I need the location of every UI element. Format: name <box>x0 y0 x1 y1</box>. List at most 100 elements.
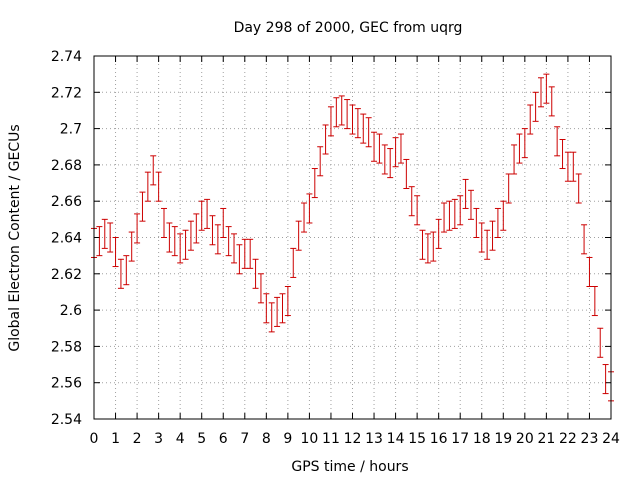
data-point <box>511 144 518 175</box>
data-point <box>284 286 291 317</box>
data-point <box>306 193 313 224</box>
data-point <box>424 233 431 264</box>
data-point <box>268 302 275 333</box>
data-point <box>112 237 119 268</box>
y-tick-label: 2.7 <box>60 122 82 138</box>
data-point <box>349 104 356 135</box>
data-point <box>214 224 221 255</box>
data-point <box>419 229 426 260</box>
y-tick-label: 2.6 <box>60 303 82 319</box>
data-point <box>257 273 264 304</box>
x-tick-label: 10 <box>301 431 319 447</box>
data-point <box>274 296 281 327</box>
data-point <box>354 108 361 139</box>
data-point <box>516 133 523 164</box>
data-point <box>177 233 184 264</box>
data-point <box>392 137 399 168</box>
data-point <box>586 256 593 288</box>
data-point <box>548 86 555 117</box>
data-point <box>387 148 394 179</box>
data-point <box>139 191 146 222</box>
data-point <box>457 195 464 226</box>
y-tick-labels: 2.54 2.56 2.58 2.6 2.62 2.64 2.66 2.68 2.7 2.72 2.… <box>51 49 82 428</box>
data-point <box>462 178 469 209</box>
data-point <box>225 226 232 257</box>
data-point <box>446 200 453 231</box>
data-point <box>338 95 345 126</box>
x-tick-label: 13 <box>365 431 383 447</box>
y-tick-label: 2.56 <box>51 376 82 392</box>
x-tick-label: 8 <box>262 431 271 447</box>
data-point <box>193 213 200 244</box>
y-axis-label: Global Electron Content / GECUs <box>7 124 23 351</box>
data-point <box>521 128 528 159</box>
data-point <box>344 99 351 130</box>
x-tick-label: 17 <box>451 431 469 447</box>
x-tick-label: 20 <box>516 431 534 447</box>
data-point <box>96 226 103 257</box>
y-tick-label: 2.64 <box>51 231 82 247</box>
data-point <box>360 113 367 144</box>
data-point <box>107 222 114 253</box>
data-point <box>381 144 388 175</box>
data-point <box>187 220 194 251</box>
data-point <box>564 151 571 182</box>
plot-frame <box>93 55 612 420</box>
data-point <box>559 138 566 170</box>
data-point <box>252 258 259 289</box>
x-tick-label: 9 <box>283 431 292 447</box>
data-point <box>602 364 609 395</box>
data-point <box>430 231 437 262</box>
data-point <box>301 202 308 233</box>
data-point <box>231 233 238 264</box>
data-point <box>376 133 383 164</box>
x-tick-label: 18 <box>473 431 491 447</box>
data-point <box>144 171 151 202</box>
data-point <box>327 106 334 137</box>
data-point <box>473 207 480 238</box>
x-tick-label: 21 <box>537 431 555 447</box>
data-point <box>241 238 248 269</box>
data-point <box>209 215 216 246</box>
x-tick-label: 16 <box>430 431 448 447</box>
data-point <box>414 195 421 226</box>
data-point <box>397 133 404 164</box>
data-point <box>543 73 550 104</box>
data-point <box>494 207 501 238</box>
x-tick-label: 12 <box>344 431 362 447</box>
data-point <box>279 293 286 324</box>
grid-lines <box>94 56 611 419</box>
data-point <box>500 200 507 231</box>
x-tick-label: 19 <box>494 431 512 447</box>
y-tick-label: 2.54 <box>51 412 82 428</box>
y-tick-label: 2.68 <box>51 158 82 174</box>
data-point <box>575 173 582 204</box>
y-tick-label: 2.58 <box>51 339 82 355</box>
data-point <box>128 231 135 262</box>
data-point <box>484 229 491 260</box>
data-point <box>263 293 270 324</box>
data-point <box>134 213 141 244</box>
x-tick-label: 6 <box>219 431 228 447</box>
data-point <box>467 189 474 220</box>
chart-title: Day 298 of 2000, GEC from uqrg <box>234 20 463 36</box>
data-point <box>441 202 448 233</box>
data-point <box>403 158 410 189</box>
x-tick-label: 22 <box>559 431 577 447</box>
data-point <box>570 151 577 182</box>
data-point <box>311 168 318 199</box>
data-point <box>451 198 458 229</box>
data-point <box>408 186 415 217</box>
data-point <box>182 229 189 260</box>
data-point <box>597 327 604 358</box>
x-tick-label: 2 <box>133 431 142 447</box>
x-tick-label: 0 <box>90 431 99 447</box>
data-point <box>489 220 496 251</box>
x-axis-label: GPS time / hours <box>291 459 408 475</box>
data-point <box>166 222 173 253</box>
data-point <box>478 222 485 253</box>
data-point <box>435 218 442 249</box>
x-tick-label: 3 <box>154 431 163 447</box>
y-tick-label: 2.74 <box>51 49 82 65</box>
data-point <box>236 244 243 275</box>
